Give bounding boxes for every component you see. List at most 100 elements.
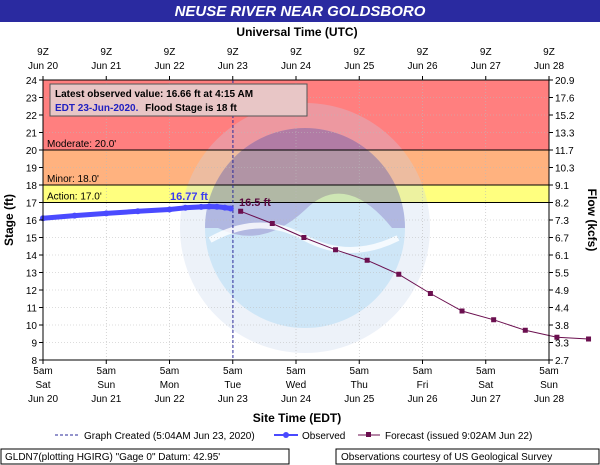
stage-tick-label: 22 bbox=[26, 111, 38, 122]
observed-point bbox=[227, 205, 234, 212]
stage-tick-label: 13 bbox=[26, 269, 38, 280]
time-tick-label: Jun 25 bbox=[344, 394, 374, 405]
forecast-point bbox=[522, 327, 528, 333]
noaa-watermark-icon bbox=[180, 103, 430, 353]
flow-tick-label: 4.9 bbox=[555, 286, 569, 297]
flow-tick-label: 20.9 bbox=[555, 76, 575, 87]
time-tick-label: Jun 24 bbox=[281, 394, 311, 405]
forecast-point bbox=[586, 336, 592, 342]
stage-tick-label: 21 bbox=[26, 129, 38, 140]
stage-tick-label: 14 bbox=[26, 251, 38, 262]
flow-tick-label: 8.2 bbox=[555, 199, 569, 210]
observed-point bbox=[198, 203, 205, 210]
observed-point bbox=[166, 206, 173, 213]
flow-tick-label: 11.7 bbox=[555, 146, 574, 157]
forecast-point bbox=[333, 247, 339, 253]
forecast-point bbox=[301, 235, 307, 240]
stage-tick-label: 9 bbox=[31, 339, 37, 350]
forecast-series-line bbox=[240, 210, 589, 340]
stage-tick-label: 12 bbox=[26, 286, 38, 297]
observed-peak-label: 16.77 ft bbox=[170, 191, 208, 203]
stage-tick-label: 16 bbox=[26, 216, 38, 227]
time-tick-label: Jun 26 bbox=[407, 394, 437, 405]
flow-tick-label: 3.3 bbox=[555, 339, 569, 350]
utc-tick-label: Jun 28 bbox=[534, 61, 564, 72]
stage-tick-label: 20 bbox=[26, 146, 38, 157]
time-tick-label: Jun 21 bbox=[91, 394, 121, 405]
stage-tick-label: 19 bbox=[26, 164, 38, 175]
flood-stage-note: Flood Stage is 18 ft bbox=[145, 103, 237, 114]
utc-tick-label: Jun 22 bbox=[154, 61, 184, 72]
flood-category-label: Action: 17.0' bbox=[47, 192, 102, 203]
forecast-point bbox=[427, 291, 433, 296]
footer-courtesy: Observations courtesy of US Geological S… bbox=[341, 452, 552, 463]
utc-tick-label: 9Z bbox=[543, 47, 555, 58]
utc-tick-label: Jun 25 bbox=[344, 61, 374, 72]
stage-tick-label: 17 bbox=[26, 199, 38, 210]
time-tick-label: Jun 27 bbox=[471, 394, 501, 405]
legend-forecast: Forecast (issued 9:02AM Jun 22) bbox=[385, 431, 532, 442]
utc-tick-label: 9Z bbox=[164, 47, 176, 58]
utc-tick-label: Jun 23 bbox=[218, 61, 248, 72]
time-tick-label: Jun 20 bbox=[28, 394, 58, 405]
observed-point bbox=[134, 208, 141, 215]
utc-tick-label: 9Z bbox=[37, 47, 49, 58]
time-tick-label: Sun bbox=[540, 380, 558, 391]
utc-axis: 9Z Jun 20 9Z Jun 21 9Z Jun 22 9Z Jun 23 9Z Jun 24… bbox=[28, 47, 564, 80]
time-tick-label: Mon bbox=[160, 380, 179, 391]
time-tick-label: Fri bbox=[417, 380, 429, 391]
time-tick-label: 5am bbox=[97, 366, 116, 377]
utc-tick-label: Jun 24 bbox=[281, 61, 311, 72]
legend-observed-marker bbox=[283, 432, 289, 438]
utc-tick-label: Jun 20 bbox=[28, 61, 58, 72]
utc-tick-label: 9Z bbox=[227, 47, 239, 58]
flow-tick-label: 17.6 bbox=[555, 94, 575, 105]
flow-tick-label: 2.7 bbox=[555, 356, 569, 367]
time-tick-label: 5am bbox=[33, 366, 52, 377]
stage-tick-label: 24 bbox=[26, 76, 38, 87]
forecast-point bbox=[491, 317, 497, 323]
legend-observed: Observed bbox=[302, 431, 345, 442]
time-tick-label: 5am bbox=[286, 366, 305, 377]
stage-axis: 8 9 10 11 12 13 14 15 16 17 18 19 20 21 22 23 24 bbox=[26, 76, 43, 367]
flow-tick-label: 9.1 bbox=[555, 181, 569, 192]
observed-point bbox=[206, 203, 213, 210]
legend: Graph Created (5:04AM Jun 23, 2020) Obse… bbox=[55, 431, 532, 442]
utc-tick-label: 9Z bbox=[417, 47, 429, 58]
forecast-peak-label: 16.5 ft bbox=[239, 197, 271, 209]
flood-category-lines: Moderate: 20.0' Minor: 18.0' Action: 17.0' bbox=[43, 80, 549, 360]
time-tick-label: Tue bbox=[224, 380, 241, 391]
stage-axis-title: Stage (ft) bbox=[2, 194, 16, 246]
chart-series bbox=[40, 203, 592, 342]
forecast-point bbox=[364, 257, 370, 263]
top-axis-title: Universal Time (UTC) bbox=[236, 25, 357, 39]
time-tick-label: Wed bbox=[286, 380, 306, 391]
time-tick-label: 5am bbox=[223, 366, 242, 377]
flow-tick-label: 15.2 bbox=[555, 111, 575, 122]
utc-tick-label: Jun 27 bbox=[471, 61, 501, 72]
forecast-point bbox=[238, 208, 244, 214]
time-tick-label: Sun bbox=[97, 380, 115, 391]
utc-tick-label: 9Z bbox=[353, 47, 365, 58]
time-tick-label: 5am bbox=[539, 366, 558, 377]
footer: GLDN7(plotting HGIRG) "Gage 0" Datum: 42… bbox=[0, 448, 600, 465]
observed-point bbox=[182, 204, 189, 211]
latest-observed-line2: EDT 23-Jun-2020. Flood Stage is 18 ft bbox=[55, 103, 238, 114]
observed-point bbox=[213, 203, 220, 210]
latest-observed-line1: Latest observed value: 16.66 ft at 4:15 … bbox=[55, 89, 253, 100]
chart-title: NEUSE RIVER NEAR GOLDSBORO bbox=[175, 3, 426, 20]
flow-tick-label: 4.4 bbox=[555, 304, 569, 315]
footer-datum: GLDN7(plotting HGIRG) "Gage 0" Datum: 42… bbox=[5, 452, 220, 463]
time-tick-label: Sat bbox=[478, 380, 493, 391]
stage-tick-label: 11 bbox=[27, 304, 38, 315]
forecast-point bbox=[396, 271, 402, 277]
time-tick-label: Jun 23 bbox=[218, 394, 248, 405]
flow-tick-label: 7.3 bbox=[555, 216, 569, 227]
time-tick-label: Jun 28 bbox=[534, 394, 564, 405]
flood-category-label: Moderate: 20.0' bbox=[47, 139, 116, 150]
flow-tick-label: 5.5 bbox=[555, 269, 569, 280]
stage-tick-label: 18 bbox=[26, 181, 38, 192]
observed-point bbox=[103, 210, 110, 217]
observed-point bbox=[221, 204, 228, 211]
